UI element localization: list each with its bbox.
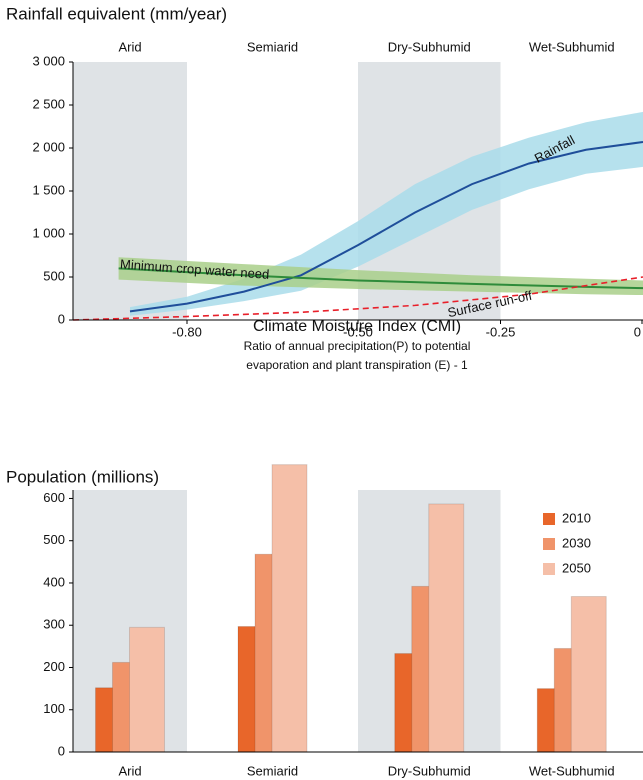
x-tick-label: Dry-Subhumid <box>388 763 471 778</box>
chart-title: Population (millions) <box>6 467 159 486</box>
x-tick-label: -0.25 <box>486 324 516 339</box>
legend-swatch <box>543 563 555 575</box>
chart-title: Rainfall equivalent (mm/year) <box>6 4 227 23</box>
subtitle: evaporation and plant transpiration (E) … <box>246 358 468 372</box>
x-axis-label: Climate Moisture Index (CMI) <box>253 318 461 335</box>
y-tick-label: 500 <box>43 268 65 283</box>
series-line <box>129 140 643 313</box>
x-tick-label: -0.80 <box>172 324 202 339</box>
bar <box>271 464 308 753</box>
legend-label: 2050 <box>562 560 591 575</box>
x-tick-label: -0.50 <box>343 324 373 339</box>
y-tick-label: 500 <box>43 532 65 547</box>
y-tick-label: 400 <box>43 574 65 589</box>
series-line <box>118 267 643 290</box>
y-tick-label: 2 500 <box>32 96 65 111</box>
bar <box>428 503 465 753</box>
y-tick-label: 1 500 <box>32 182 65 197</box>
legend-label: 2010 <box>562 510 591 525</box>
legend-label: 2030 <box>562 535 591 550</box>
x-tick-label: Wet-Subhumid <box>529 763 615 778</box>
y-tick-label: 200 <box>43 659 65 674</box>
uncertainty-band <box>130 111 643 316</box>
legend-swatch <box>543 513 555 525</box>
x-tick-label: Semiarid <box>247 763 298 778</box>
y-tick-label: 3 000 <box>32 53 65 68</box>
bar <box>129 626 165 753</box>
series-line <box>72 276 643 321</box>
y-tick-label: 0 <box>58 743 65 758</box>
y-tick-label: 100 <box>43 701 65 716</box>
subtitle: Ratio of annual precipitation(P) to pote… <box>244 339 471 353</box>
zone-label: Semiarid <box>247 39 298 54</box>
y-tick-label: 2 000 <box>32 139 65 154</box>
zone-label: Arid <box>118 39 141 54</box>
x-tick-label: 0 <box>634 324 641 339</box>
y-tick-label: 300 <box>43 617 65 632</box>
x-tick-label: Arid <box>118 763 141 778</box>
y-tick-label: 0 <box>58 311 65 326</box>
y-tick-label: 1 000 <box>32 225 65 240</box>
y-tick-label: 600 <box>43 490 65 505</box>
legend-swatch <box>543 538 555 550</box>
bar <box>570 595 607 753</box>
zone-label: Wet-Subhumid <box>529 39 615 54</box>
zone-label: Dry-Subhumid <box>388 39 471 54</box>
